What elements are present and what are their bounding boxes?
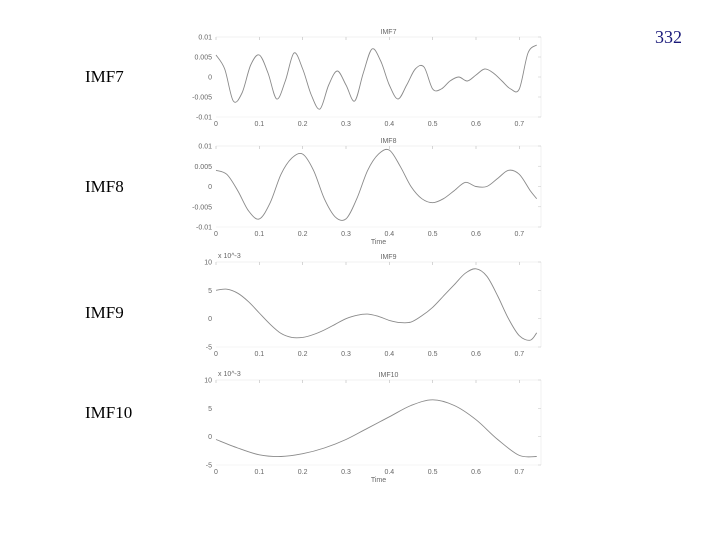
y-tick-label: 10 [204,378,212,385]
x-tick-label: 0.2 [298,121,308,128]
x-tick-label: 0.1 [254,469,264,476]
imf10-label: IMF10 [85,403,133,422]
imf9-label: IMF9 [85,303,124,322]
x-tick-label: 0.7 [514,351,524,358]
x-tick-label: 0.4 [384,231,394,238]
y-tick-label: 0.01 [198,144,212,151]
x-tick-label: 0.4 [384,469,394,476]
x-tick-label: 0.6 [471,351,481,358]
x-axis-label: Time [371,239,386,246]
y-tick-label: -0.01 [196,225,212,232]
axis-multiplier: x 10^-3 [218,371,241,378]
series-line [215,44,537,110]
y-tick-label: 0 [208,184,212,191]
x-tick-label: 0.5 [428,121,438,128]
y-tick-label: -0.01 [196,115,212,122]
x-tick-label: 0 [214,121,218,128]
x-tick-label: 0.7 [514,469,524,476]
y-tick-label: 5 [208,406,212,413]
chart-title: IMF8 [381,138,397,145]
x-tick-label: 0.1 [254,351,264,358]
y-tick-label: -5 [206,345,212,352]
y-tick-label: 0.01 [198,35,212,42]
x-tick-label: 0.3 [341,121,351,128]
x-tick-label: 0 [214,231,218,238]
x-tick-label: 0 [214,351,218,358]
chart-title: IMF7 [381,29,397,36]
x-tick-label: 0.3 [341,351,351,358]
x-tick-label: 0.7 [514,121,524,128]
series-line [215,148,538,221]
x-tick-label: 0.6 [471,231,481,238]
x-tick-label: 0.7 [514,231,524,238]
x-tick-label: 0.4 [384,121,394,128]
x-tick-label: 0.5 [428,469,438,476]
chart-title: IMF10 [379,372,399,379]
x-tick-label: 0.1 [254,231,264,238]
y-tick-label: 0 [208,434,212,441]
imf8-label: IMF8 [85,177,124,196]
page-number: 332 [655,27,682,47]
x-tick-label: 0.5 [428,351,438,358]
series-line [215,268,538,341]
axis-multiplier: x 10^-3 [218,253,241,260]
x-tick-label: 0.3 [341,469,351,476]
imf7-label: IMF7 [85,67,124,86]
y-tick-label: 0.005 [194,164,212,171]
x-tick-label: 0.6 [471,121,481,128]
x-tick-label: 0.2 [298,469,308,476]
x-tick-label: 0.6 [471,469,481,476]
y-tick-label: 0.005 [194,55,212,62]
y-tick-label: 5 [208,288,212,295]
x-tick-label: 0.2 [298,231,308,238]
y-tick-label: 0 [208,75,212,82]
x-tick-label: 0.4 [384,351,394,358]
x-tick-label: 0.1 [254,121,264,128]
y-tick-label: 10 [204,260,212,267]
y-tick-label: -0.005 [192,204,212,211]
chart-title: IMF9 [381,254,397,261]
x-tick-label: 0 [214,469,218,476]
y-tick-label: 0 [208,316,212,323]
y-tick-label: -0.005 [192,95,212,102]
x-tick-label: 0.2 [298,351,308,358]
y-tick-label: -5 [206,463,212,470]
series-line [215,399,537,458]
x-tick-label: 0.5 [428,231,438,238]
x-tick-label: 0.3 [341,231,351,238]
x-axis-label: Time [371,477,386,484]
